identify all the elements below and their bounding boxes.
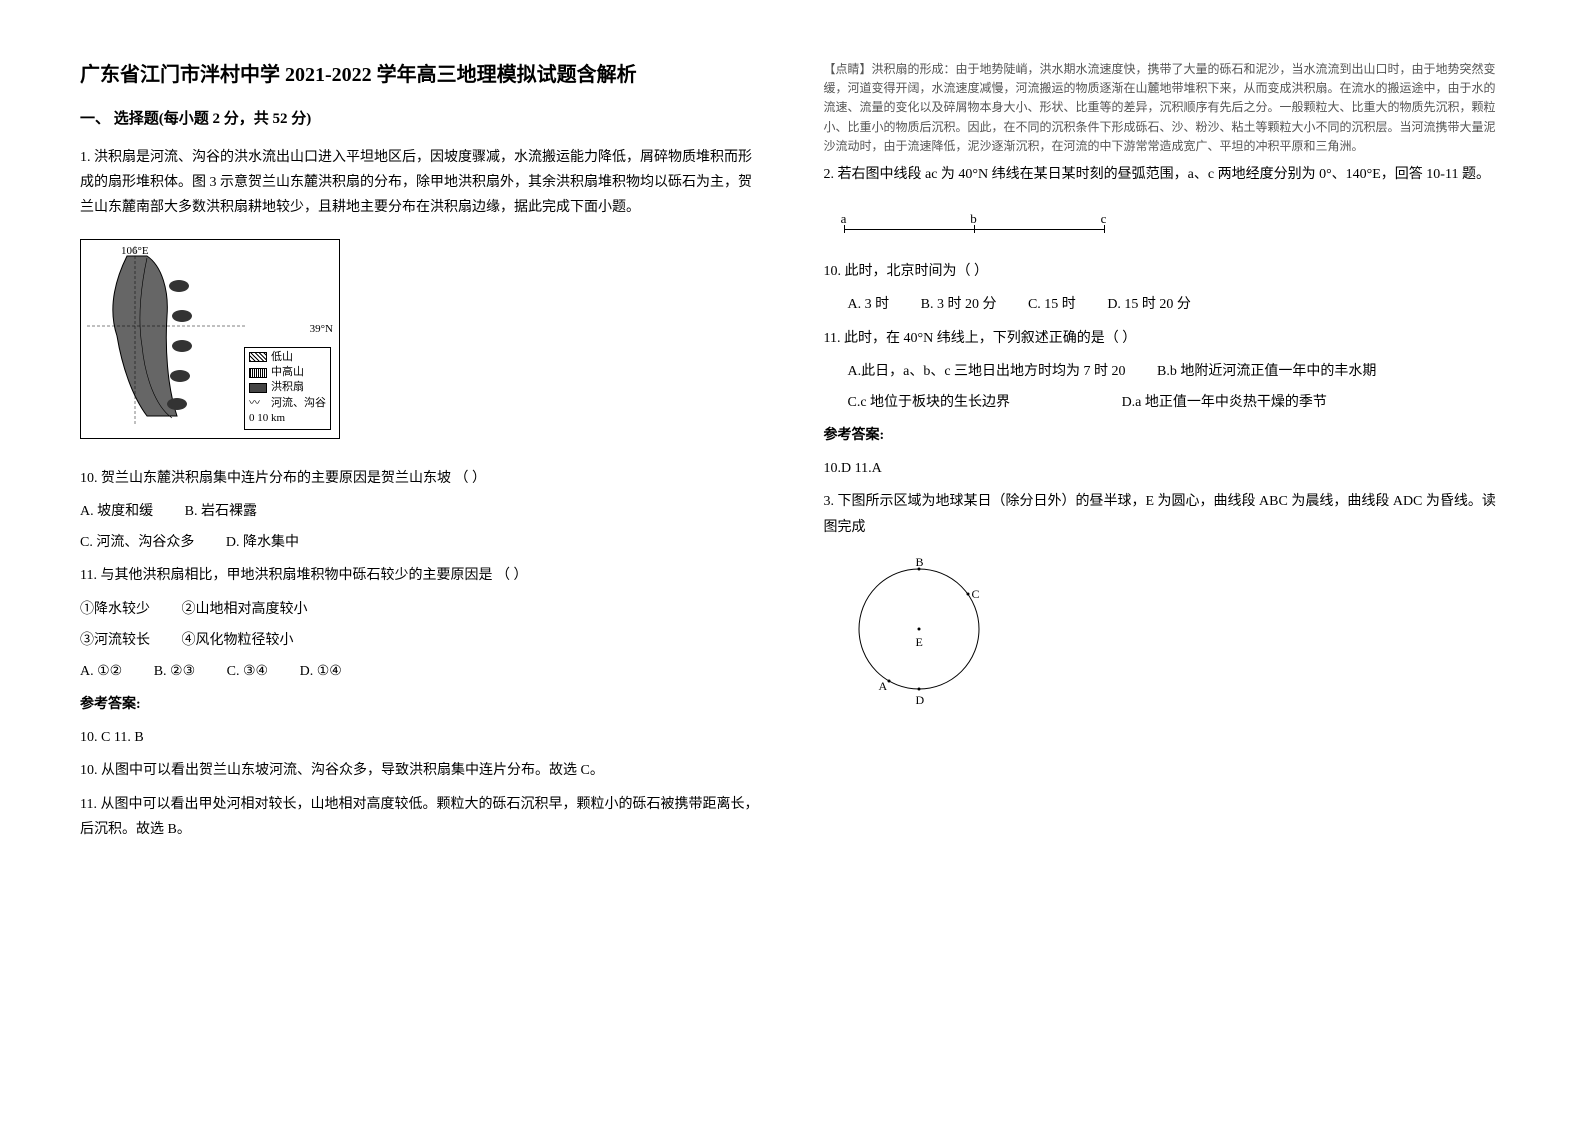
q10-opt-c: C. 河流、沟谷众多 (80, 535, 194, 550)
q2-11-opt-d: D.a 地正值一年中炎热干燥的季节 (1122, 395, 1327, 410)
river-icon: 〰 (249, 396, 267, 411)
q2-11-options-r1: A.此日，a、b、c 三地日出地方时均为 7 时 20 B.b 地附近河流正值一… (848, 359, 1508, 384)
exp10: 10. 从图中可以看出贺兰山东坡河流、沟谷众多，导致洪积扇集中连片分布。故选 C… (80, 758, 764, 783)
lat-label: 39°N (310, 320, 333, 340)
q11-c1: ①降水较少 (80, 602, 150, 617)
lbl-e: E (916, 632, 923, 654)
answer-title-left: 参考答案: (80, 692, 764, 717)
section-heading: 一、 选择题(每小题 2 分，共 52 分) (80, 106, 764, 133)
lbl-a: A (879, 676, 888, 698)
answer-line-right: 10.D 11.A (824, 456, 1508, 481)
swatch-low-icon (249, 352, 267, 362)
right-column: 【点睛】洪积扇的形成：由于地势陡峭，洪水期水流速度快，携带了大量的砾石和泥沙，当… (824, 60, 1508, 1082)
q11-opt-c: C. ③④ (227, 664, 268, 679)
q2-10-opt-c: C. 15 时 (1028, 297, 1076, 312)
answer-line-left: 10. C 11. B (80, 725, 764, 750)
legend: 低山 中高山 洪积扇 〰河流、沟谷 0 10 km (244, 347, 331, 430)
diag-b: b (970, 207, 977, 230)
lbl-d: D (916, 690, 925, 712)
q10-opt-b: B. 岩石裸露 (185, 504, 257, 519)
q2-11-text: 11. 此时，在 40°N 纬线上，下列叙述正确的是（ ） (824, 326, 1508, 351)
legend-river: 河流、沟谷 (271, 396, 326, 411)
diag-a: a (841, 207, 847, 230)
hint-text: 【点睛】洪积扇的形成：由于地势陡峭，洪水期水流速度快，携带了大量的砾石和泥沙，当… (824, 60, 1508, 156)
answer-title-right: 参考答案: (824, 423, 1508, 448)
q3-text: 3. 下图所示区域为地球某日（除分日外）的昼半球，E 为圆心，曲线段 ABC 为… (824, 489, 1508, 539)
left-column: 广东省江门市泮村中学 2021-2022 学年高三地理模拟试题含解析 一、 选择… (80, 60, 764, 1082)
q10-text: 10. 贺兰山东麓洪积扇集中连片分布的主要原因是贺兰山东坡 （ ） (80, 466, 764, 491)
q1-intro: 1. 洪积扇是河流、沟谷的洪水流出山口进入平坦地区后，因坡度骤减，水流搬运能力降… (80, 145, 764, 221)
legend-scale: 0 10 km (249, 411, 285, 426)
map-figure: 106°E 39°N 低山 中高山 洪积扇 〰河流、沟谷 0 10 km (80, 239, 340, 439)
q11-conditions-row1: ①降水较少 ②山地相对高度较小 (80, 597, 764, 622)
q10-opt-d: D. 降水集中 (226, 535, 299, 550)
q11-opt-a: A. ①② (80, 664, 122, 679)
q10-opt-a: A. 坡度和缓 (80, 504, 153, 519)
exp11: 11. 从图中可以看出甲处河相对较长，山地相对高度较低。颗粒大的砾石沉积早，颗粒… (80, 792, 764, 842)
lbl-b: B (916, 552, 924, 574)
q2-text: 2. 若右图中线段 ac 为 40°N 纬线在某日某时刻的昼弧范围，a、c 两地… (824, 162, 1508, 187)
legend-fan: 洪积扇 (271, 380, 304, 395)
q10-options-row2: C. 河流、沟谷众多 D. 降水集中 (80, 530, 764, 555)
page-title: 广东省江门市泮村中学 2021-2022 学年高三地理模拟试题含解析 (80, 60, 764, 90)
swatch-high-icon (249, 368, 267, 378)
q2-10-opt-d: D. 15 时 20 分 (1107, 297, 1191, 312)
swatch-fan-icon (249, 383, 267, 393)
lbl-c: C (972, 584, 980, 606)
legend-high: 中高山 (271, 365, 304, 380)
q2-10-opt-a: A. 3 时 (848, 297, 890, 312)
line-diagram: a b c (844, 207, 1104, 239)
legend-low: 低山 (271, 350, 293, 365)
q11-c3: ③河流较长 (80, 633, 150, 648)
q11-options: A. ①② B. ②③ C. ③④ D. ①④ (80, 659, 764, 684)
q2-11-opt-b: B.b 地附近河流正值一年中的丰水期 (1157, 364, 1376, 379)
diag-c: c (1101, 207, 1107, 230)
q11-conditions-row2: ③河流较长 ④风化物粒径较小 (80, 628, 764, 653)
q11-c4: ④风化物粒径较小 (182, 633, 294, 648)
q2-10-text: 10. 此时，北京时间为（ ） (824, 259, 1508, 284)
q2-11-opt-a: A.此日，a、b、c 三地日出地方时均为 7 时 20 (848, 364, 1126, 379)
circle-diagram: A B C D E (844, 554, 994, 704)
q2-11-options-r2: C.c 地位于板块的生长边界 D.a 地正值一年中炎热干燥的季节 (848, 390, 1508, 415)
q11-text: 11. 与其他洪积扇相比，甲地洪积扇堆积物中砾石较少的主要原因是 （ ） (80, 563, 764, 588)
q2-10-options: A. 3 时 B. 3 时 20 分 C. 15 时 D. 15 时 20 分 (848, 292, 1508, 317)
q10-options-row1: A. 坡度和缓 B. 岩石裸露 (80, 499, 764, 524)
q11-c2: ②山地相对高度较小 (182, 602, 308, 617)
q11-opt-d: D. ①④ (300, 664, 342, 679)
q2-10-opt-b: B. 3 时 20 分 (921, 297, 997, 312)
q11-opt-b: B. ②③ (154, 664, 195, 679)
q2-11-opt-c: C.c 地位于板块的生长边界 (848, 395, 1011, 410)
